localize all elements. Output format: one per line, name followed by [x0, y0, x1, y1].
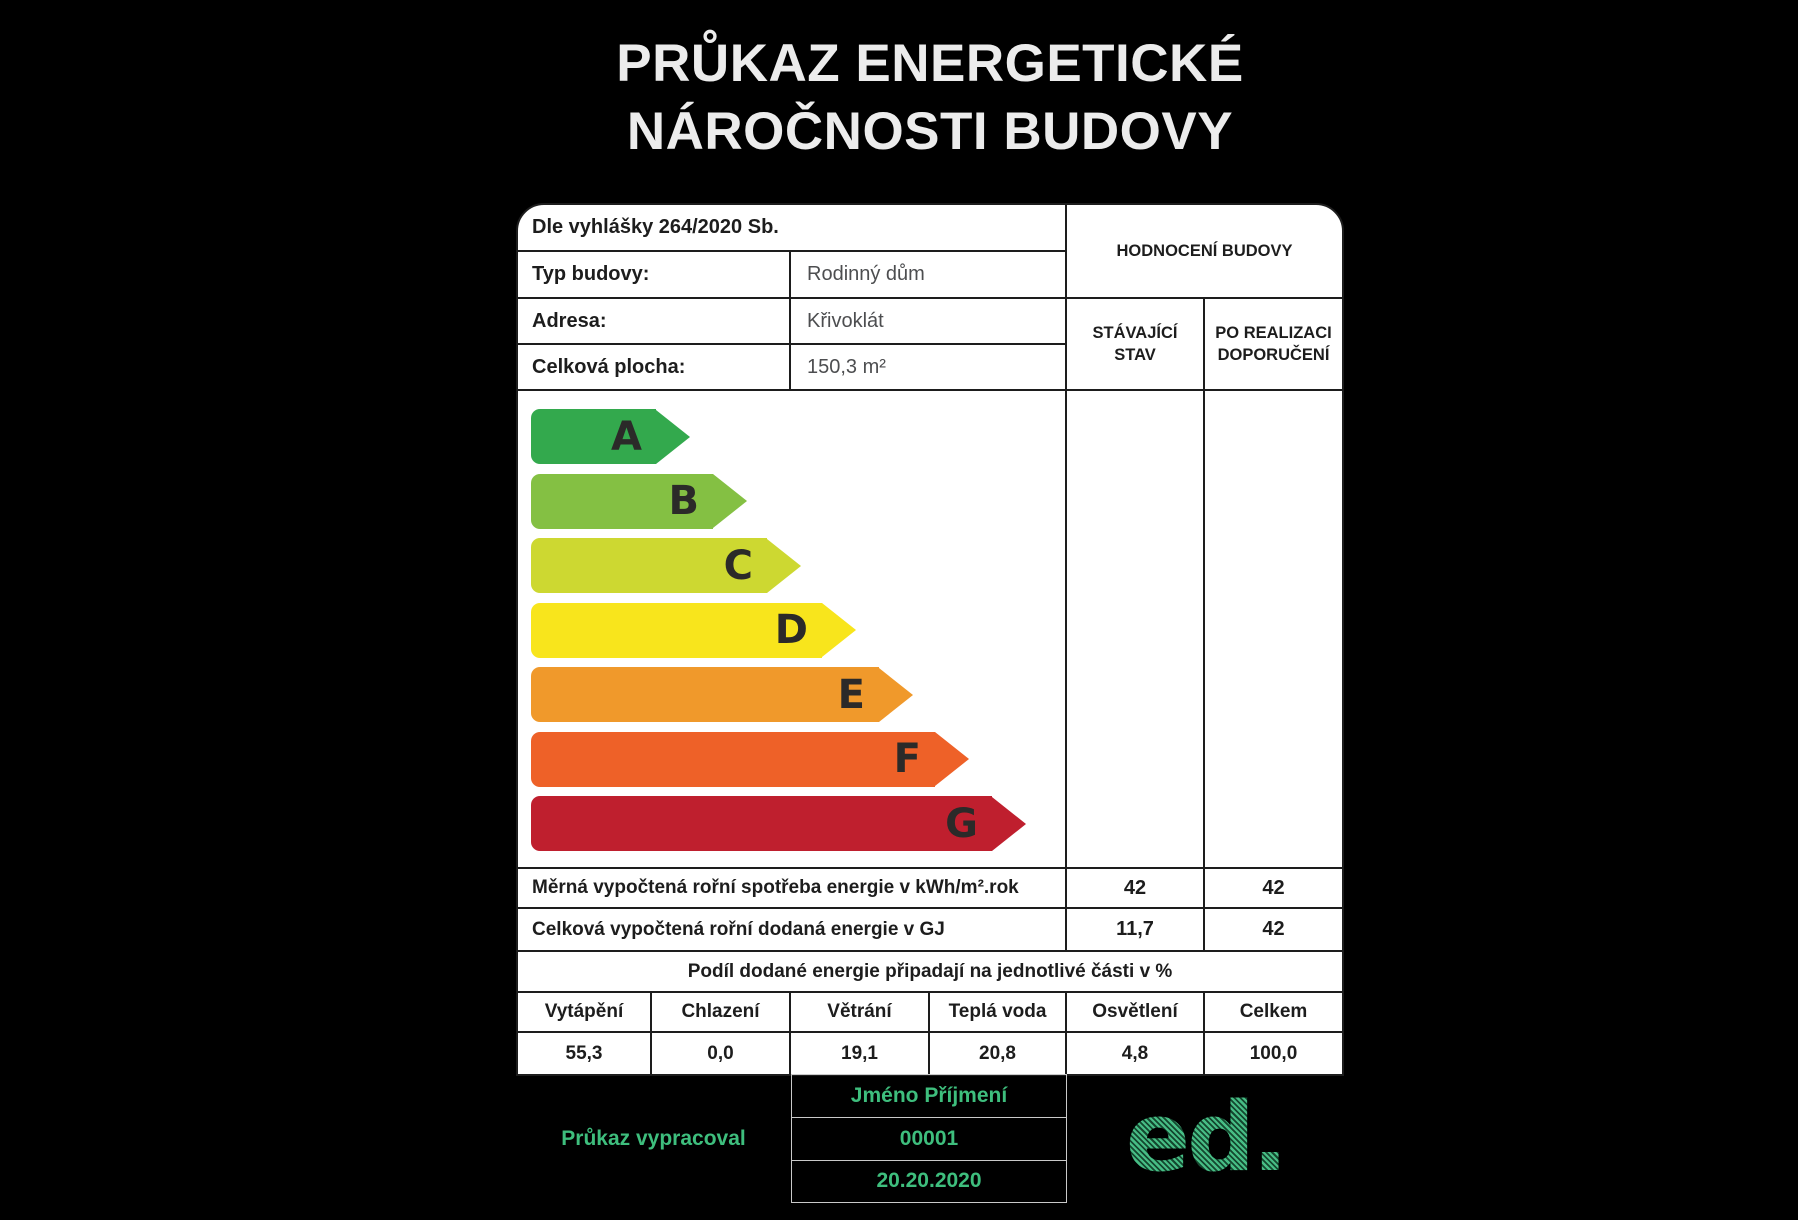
rating-grade-label: E [837, 671, 865, 718]
field-label-address: Adresa: [518, 299, 791, 345]
logo-cell: ed. [1067, 1074, 1344, 1203]
rating-arrow-B: B [531, 473, 713, 529]
regulation-label: Dle vyhlášky 264/2020 Sb. [518, 205, 1067, 252]
prepared-by-label: Průkaz vypracoval [561, 1126, 746, 1150]
preparer-details-table: Jméno Příjmení 00001 20.20.2020 [791, 1074, 1067, 1203]
total-delivered-energy-recommended: 42 [1205, 909, 1342, 952]
share-value-heating: 55,3 [518, 1033, 652, 1074]
field-value-address: Křivoklát [791, 299, 1067, 345]
page-title-line2: NÁROČNOSTI BUDOVY [626, 102, 1234, 161]
energy-share-header-row: Vytápění Chlazení Větrání Teplá voda Osv… [518, 993, 1342, 1033]
preparer-number: 00001 [899, 1126, 959, 1150]
page-title-line1: PRŮKAZ ENERGETICKÉ [616, 34, 1244, 93]
footer-section: Průkaz vypracoval Jméno Příjmení 00001 2… [516, 1074, 1344, 1203]
field-label-total-area: Celková plocha: [518, 345, 791, 391]
preparer-date-row: 20.20.2020 [792, 1159, 1066, 1202]
rating-arrow-D: D [531, 602, 822, 658]
specific-consumption-current: 42 [1067, 869, 1205, 909]
field-label-building-type: Typ budovy: [518, 252, 791, 299]
current-state-rating-cell-empty [1067, 391, 1205, 869]
preparer-name: Jméno Příjmení [850, 1084, 1008, 1108]
rating-arrow-A: A [531, 409, 656, 464]
rating-grade-label: F [893, 736, 921, 782]
page-title: PRŮKAZ ENERGETICKÉ NÁROČNOSTI BUDOVY [516, 30, 1344, 166]
share-value-lighting: 4,8 [1067, 1033, 1205, 1074]
preparer-number-row: 00001 [792, 1117, 1066, 1159]
share-column-total: Celkem [1205, 993, 1342, 1033]
rating-grade-label: C [723, 542, 753, 589]
column-header-after-recommendation: PO REALIZACI DOPORUČENÍ [1205, 299, 1342, 391]
certificate-card: Dle vyhlášky 264/2020 Sb. HODNOCENÍ BUDO… [516, 203, 1344, 1076]
preparer-date: 20.20.2020 [876, 1169, 982, 1193]
share-value-total: 100,0 [1249, 1042, 1298, 1064]
recommended-rating-cell-empty [1205, 391, 1342, 869]
share-value-cooling: 0,0 [652, 1033, 791, 1074]
rating-arrow-E: E [531, 667, 879, 722]
share-column-heating: Vytápění [518, 993, 652, 1033]
energy-share-section-title: Podíl dodané energie připadají na jednot… [518, 952, 1342, 993]
field-value-total-area: 150,3 m² [791, 345, 1067, 391]
share-column-hot-water: Teplá voda [930, 993, 1067, 1033]
rating-header-title: HODNOCENÍ BUDOVY [1067, 205, 1342, 299]
share-value-ventilation: 19,1 [791, 1033, 930, 1074]
share-column-lighting: Osvětlení [1067, 993, 1205, 1033]
specific-consumption-label: Měrná vypočtená rořní spotřeba energie v… [518, 869, 1067, 909]
rating-grade-label: A [611, 413, 642, 460]
share-column-ventilation: Větrání [791, 993, 930, 1033]
rating-arrow-G: G [531, 796, 992, 851]
rating-grade-label: D [774, 607, 808, 653]
rating-arrow-F: F [531, 731, 935, 787]
field-value-building-type: Rodinný dům [791, 252, 1067, 299]
ed-logo: ed. [1125, 1083, 1289, 1193]
energy-share-values-row: 55,3 0,0 19,1 20,8 4,8 100,0 [518, 1033, 1342, 1074]
total-delivered-energy-label: Celková vypočtená rořní dodaná energie v… [518, 909, 1067, 952]
rating-grade-label: G [945, 800, 978, 847]
share-value-hot-water: 20,8 [930, 1033, 1067, 1074]
rating-arrow-C: C [531, 538, 767, 593]
share-column-cooling: Chlazení [652, 993, 791, 1033]
specific-consumption-recommended: 42 [1205, 869, 1342, 909]
total-delivered-energy-current: 11,7 [1067, 909, 1205, 952]
rating-grade-label: B [668, 478, 700, 524]
column-header-current-state: STÁVAJÍCÍ STAV [1067, 299, 1205, 391]
prepared-by-cell: Průkaz vypracoval [516, 1074, 791, 1203]
preparer-name-row: Jméno Příjmení [792, 1075, 1066, 1117]
